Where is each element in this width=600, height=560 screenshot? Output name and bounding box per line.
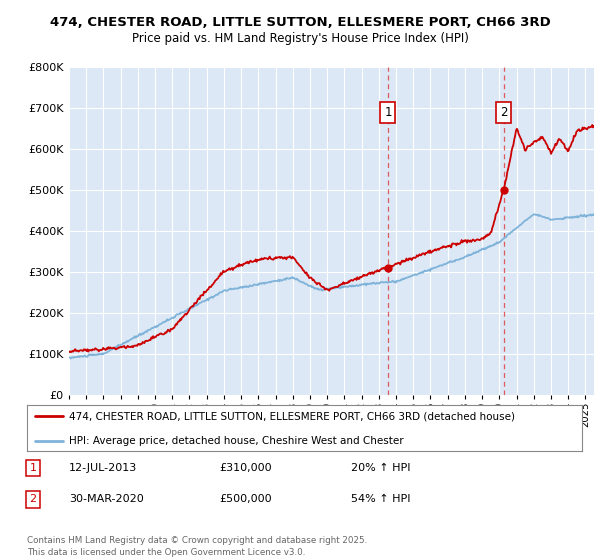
Text: 2: 2 [29,494,37,505]
Text: 54% ↑ HPI: 54% ↑ HPI [351,494,410,505]
Text: 12-JUL-2013: 12-JUL-2013 [69,463,137,473]
Text: 2: 2 [500,106,508,119]
Text: 20% ↑ HPI: 20% ↑ HPI [351,463,410,473]
Text: 1: 1 [384,106,392,119]
Text: 474, CHESTER ROAD, LITTLE SUTTON, ELLESMERE PORT, CH66 3RD (detached house): 474, CHESTER ROAD, LITTLE SUTTON, ELLESM… [68,412,515,421]
Text: 1: 1 [29,463,37,473]
Text: £310,000: £310,000 [219,463,272,473]
Text: HPI: Average price, detached house, Cheshire West and Chester: HPI: Average price, detached house, Ches… [68,436,403,446]
Text: £500,000: £500,000 [219,494,272,505]
Text: Contains HM Land Registry data © Crown copyright and database right 2025.
This d: Contains HM Land Registry data © Crown c… [27,536,367,557]
Text: 30-MAR-2020: 30-MAR-2020 [69,494,144,505]
Text: 474, CHESTER ROAD, LITTLE SUTTON, ELLESMERE PORT, CH66 3RD: 474, CHESTER ROAD, LITTLE SUTTON, ELLESM… [50,16,550,29]
Text: Price paid vs. HM Land Registry's House Price Index (HPI): Price paid vs. HM Land Registry's House … [131,32,469,45]
